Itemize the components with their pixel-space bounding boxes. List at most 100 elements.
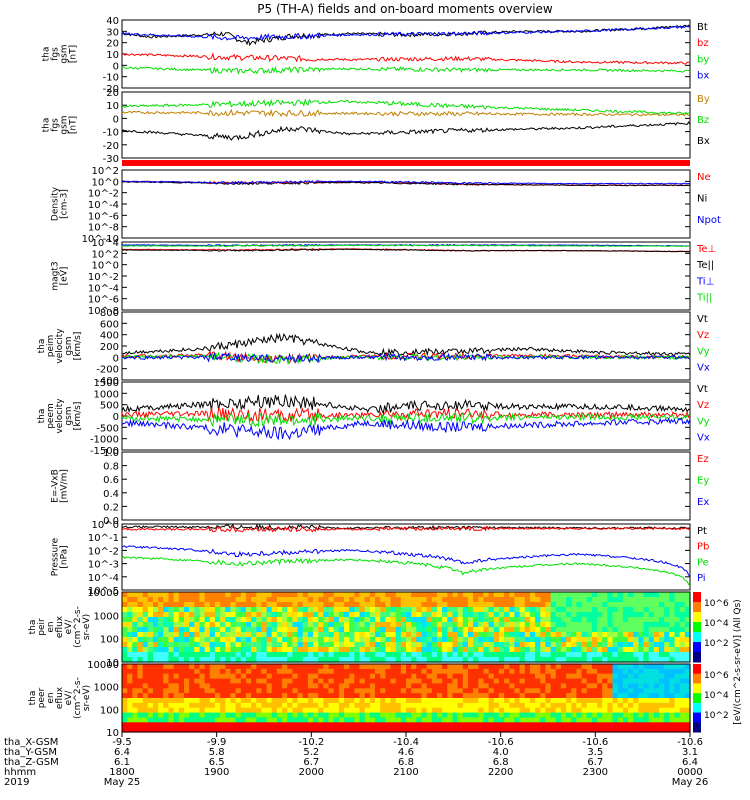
spectrogram-cell [214,642,221,648]
spectrogram-cell [664,607,670,613]
legend-entry: By [697,94,710,105]
spectrogram-cell [230,602,237,608]
spectrogram-cell [607,698,614,704]
spectrogram-cell [622,668,629,675]
spectrogram-cell [178,642,185,648]
y-tick-label: 200 [100,342,119,353]
spectrogram-cell [607,602,614,608]
spectrogram-cell [524,698,531,704]
spectrogram-cell [591,612,598,618]
spectrogram-cell [122,657,128,663]
spectrogram-cell [400,607,407,613]
spectrogram-cell [313,727,319,733]
ephem-y: 4.6 [398,747,414,758]
spectrogram-cell [297,652,304,658]
spectrogram-cell [426,702,433,709]
spectrogram-cell [411,702,417,709]
spectrogram-cell [266,678,273,685]
spectrogram-cell [266,722,273,728]
date-end: May 26 [672,777,709,788]
spectrogram-cell [519,727,526,733]
spectrogram-cell [266,637,273,643]
spectrogram-cell [519,642,526,648]
series-line-Vx [121,417,691,441]
y-axis-label: peir [37,618,47,636]
spectrogram-cell [122,652,128,658]
spectrogram-cell [240,612,247,618]
spectrogram-cell [178,688,185,694]
y-tick-label: -20 [103,84,119,95]
spectrogram-cell [158,727,164,733]
ephem-y: 3.1 [682,747,698,758]
spectrogram-cell [302,607,309,613]
spectrogram-cell [488,612,495,618]
spectrogram-cell [669,702,676,709]
spectrogram-cell [462,707,469,714]
spectrogram-cell [581,637,588,643]
spectrogram-cell [313,647,319,653]
y-tick-label: 10^-6 [88,211,119,222]
spectrogram-cell [679,678,686,685]
ephem-y: 6.4 [114,747,130,758]
spectrogram-cell [184,627,190,633]
spectrogram-cell [318,683,324,689]
spectrogram-cell [163,657,170,663]
spectrogram-cell [127,688,133,694]
spectrogram-cell [359,668,366,675]
panel-frame [121,19,691,89]
spectrogram-cell [571,607,577,613]
y-axis-label: fgs [51,47,61,61]
spectrogram-cell [266,597,273,603]
spectrogram-cell [468,637,474,643]
spectrogram-cell [323,664,330,670]
spectrogram-cell [509,652,516,658]
spectrogram-cell [282,652,288,658]
spectrogram-cell [540,627,547,633]
spectrogram-cell [209,642,216,648]
spectrogram-cell [571,597,577,603]
spectrogram-cell [338,668,345,675]
spectrogram-cell [333,668,340,675]
spectrogram-cell [163,717,170,723]
y-tick-label: -10 [103,73,119,84]
spectrogram-cell [483,688,490,694]
spectrogram-cell [411,652,417,658]
spectrogram-cell [498,602,505,608]
spectrogram-cell [199,717,206,723]
y-tick-label: 10^4 [92,238,119,249]
spectrogram-cell [612,673,619,680]
spectrogram-cell [602,612,608,618]
spectrogram-cell [648,707,655,714]
spectrogram-cell [194,622,201,628]
y-tick-label: 10^-5 [88,586,119,597]
spectrogram-cell [395,727,402,733]
spectrogram-cell [483,717,490,723]
spectrogram-cell [204,622,211,628]
spectrogram-cell [178,683,185,689]
spectrogram-cell [514,722,521,728]
spectrogram-cell [194,678,201,685]
spectrogram-cell [354,597,361,603]
spectrogram-cell [189,642,195,648]
spectrogram-cell [220,617,226,623]
spectrogram-cell [597,607,603,613]
y-tick-label: 100 [100,705,119,716]
spectrogram-cell [597,673,603,680]
spectrogram-cell [633,683,639,689]
spectrogram-cell [287,683,293,689]
spectrogram-cell [173,627,180,633]
spectrogram-cell [566,693,572,699]
spectrogram-cell [375,727,381,733]
spectrogram-cell [550,702,557,709]
series-line-Pb [121,525,691,533]
spectrogram-cell [385,722,392,728]
spectrogram-cell [612,693,619,699]
spectrogram-cell [437,707,443,714]
spectrogram-cell [390,678,397,685]
spectrogram-cell [524,647,531,653]
spectrogram-cell [173,642,180,648]
series-line-Pe [121,555,691,587]
spectrogram-cell [612,592,619,598]
spectrogram-cell [364,727,371,733]
spectrogram-cell [245,617,252,623]
